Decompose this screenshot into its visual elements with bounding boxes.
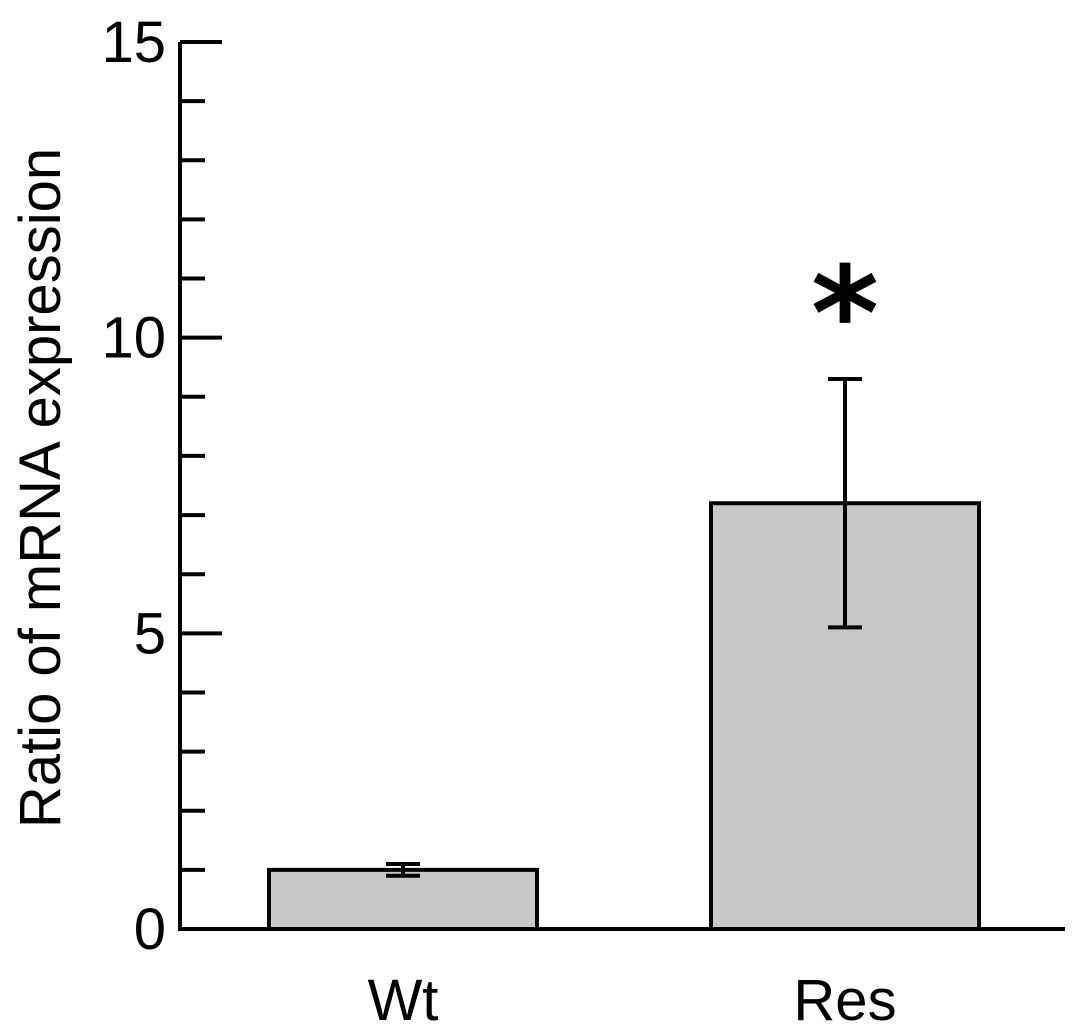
- labels-layer: 0 5 10 15 Wt Res *: [101, 10, 896, 1033]
- axes-layer: [178, 42, 1065, 931]
- x-category-label: Wt: [368, 968, 439, 1033]
- y-tick-label: 10: [101, 306, 166, 371]
- y-tick-label: 15: [101, 10, 166, 75]
- bar-wt: [267, 867, 539, 931]
- bars-layer: [267, 501, 981, 931]
- y-axis-label: Ratio of mRNA expression: [8, 148, 73, 828]
- y-ticks-layer: [180, 40, 222, 931]
- y-tick-label: 0: [134, 897, 166, 962]
- error-bars-layer: [386, 377, 862, 878]
- y-tick-label: 5: [134, 601, 166, 666]
- significance-asterisk: *: [811, 238, 879, 390]
- x-category-label: Res: [793, 968, 896, 1033]
